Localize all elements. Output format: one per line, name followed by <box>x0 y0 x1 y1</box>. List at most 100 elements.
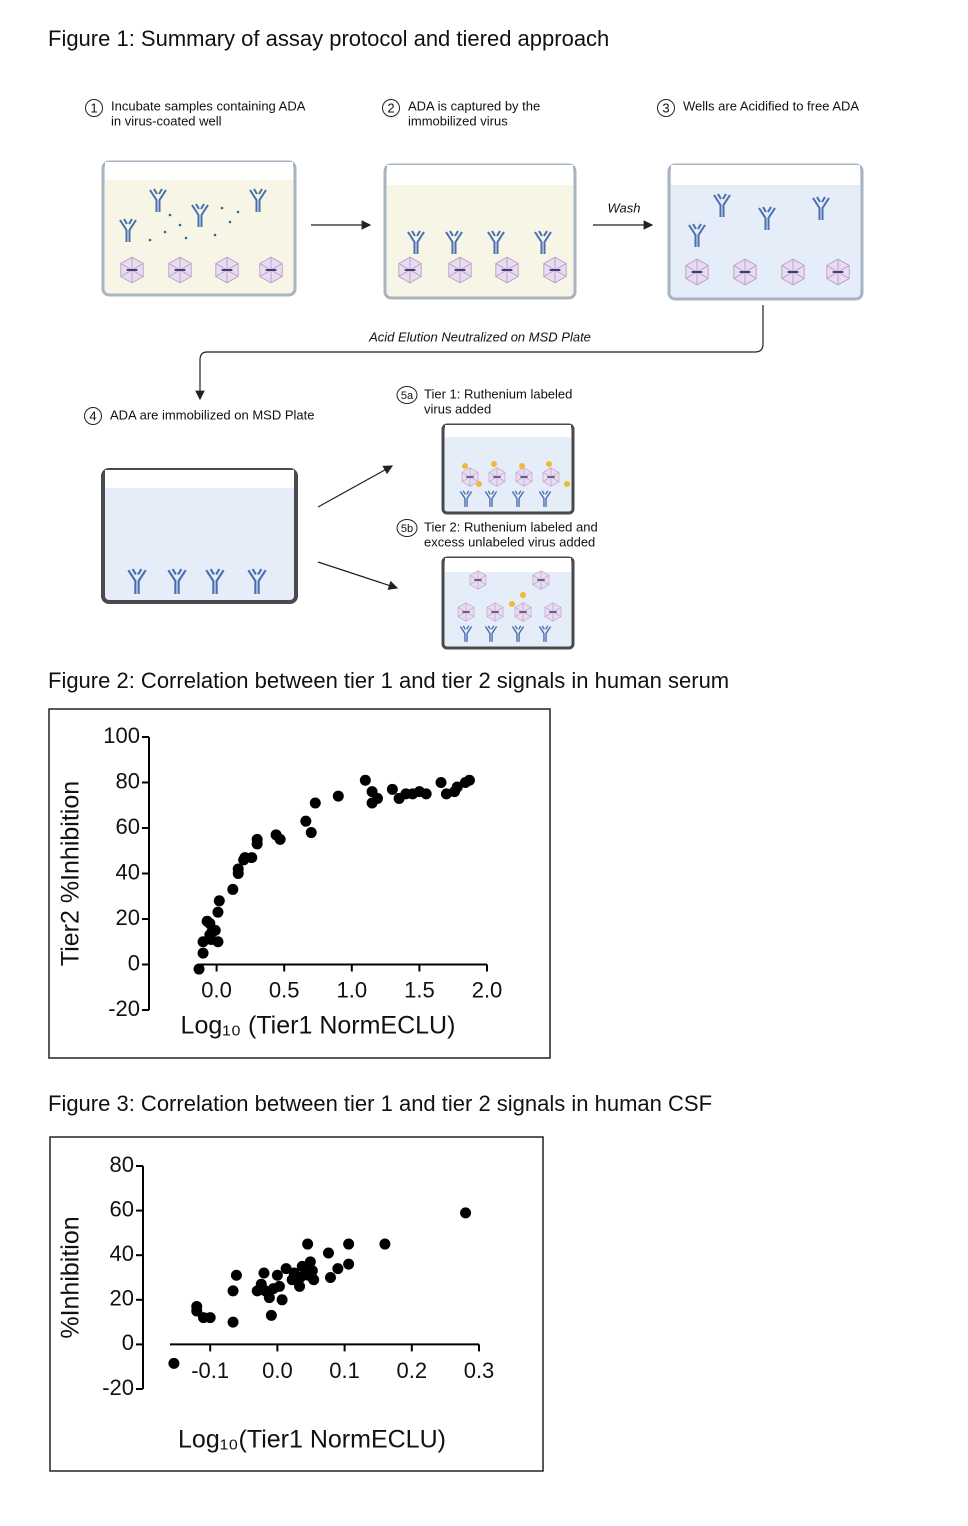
well-air <box>387 165 573 185</box>
diagram: 1 2 3 4 5a 5b Incubate samples containin… <box>84 98 864 650</box>
data-point <box>251 838 263 850</box>
data-point <box>271 1269 283 1281</box>
data-point <box>332 790 344 802</box>
x-tick-label: -0.1 <box>191 1358 229 1383</box>
data-point <box>451 781 463 793</box>
step-text: in virus-coated well <box>111 113 222 128</box>
y-tick-label: 100 <box>103 723 140 748</box>
elution-label: Acid Elution Neutralized on MSD Plate <box>368 329 591 344</box>
chart-title: Figure 2: Correlation between tier 1 and… <box>48 668 729 693</box>
x-tick-label: 1.5 <box>404 977 435 1002</box>
well-air <box>445 425 571 437</box>
data-point <box>302 1238 314 1250</box>
data-point <box>371 792 383 804</box>
y-tick-label: 0 <box>128 950 140 975</box>
data-point <box>230 1269 242 1281</box>
msd-well <box>101 468 298 604</box>
data-point <box>463 774 475 786</box>
arrow <box>317 465 394 508</box>
data-point <box>280 1263 292 1275</box>
data-point <box>294 1280 306 1292</box>
step-text: virus added <box>424 401 491 416</box>
data-point <box>197 947 209 959</box>
arrow <box>317 561 399 590</box>
y-tick-label: 80 <box>116 768 140 793</box>
chart-frame <box>48 708 551 1059</box>
data-point <box>308 1274 320 1286</box>
chart-title: Figure 3: Correlation between tier 1 and… <box>48 1091 712 1116</box>
data-point <box>332 1263 344 1275</box>
data-point <box>191 1305 203 1317</box>
data-point <box>273 1280 285 1292</box>
y-axis-label: %Inhibition <box>57 1216 85 1338</box>
step-number: 3 <box>662 100 669 115</box>
data-point <box>212 906 224 918</box>
data-point <box>386 783 398 795</box>
step-text: ADA are immobilized on MSD Plate <box>110 407 314 422</box>
data-point <box>304 1256 316 1268</box>
step-text: ADA is captured by the <box>408 98 540 113</box>
data-point <box>343 1258 355 1270</box>
data-point <box>168 1357 180 1369</box>
data-point <box>227 1285 239 1297</box>
step-number: 5b <box>401 523 413 535</box>
x-tick-label: 1.0 <box>337 977 368 1002</box>
x-tick-label: 0.1 <box>329 1358 360 1383</box>
x-tick-label: 0.0 <box>262 1358 293 1383</box>
y-tick-label: -20 <box>108 996 140 1021</box>
step-number: 1 <box>90 100 97 115</box>
data-point <box>212 936 224 948</box>
data-point <box>263 1292 275 1304</box>
y-axis-label: Tier2 %Inhibition <box>57 781 85 966</box>
data-point <box>300 815 312 827</box>
well-air <box>105 162 293 180</box>
x-tick-label: 0.0 <box>201 977 232 1002</box>
data-point <box>258 1267 270 1279</box>
data-point <box>204 1312 216 1324</box>
step-number: 2 <box>387 100 394 115</box>
well-air <box>105 470 294 488</box>
data-point <box>324 1272 336 1283</box>
y-tick-label: 60 <box>110 1196 134 1221</box>
data-point <box>305 827 317 839</box>
data-point <box>306 1265 318 1277</box>
step-text: Tier 2: Ruthenium labeled and <box>424 519 598 534</box>
step-number: 4 <box>89 408 96 423</box>
x-tick-label: 0.5 <box>269 977 300 1002</box>
data-point <box>232 863 244 875</box>
y-tick-label: 0 <box>122 1330 134 1355</box>
data-point <box>460 1207 472 1219</box>
data-point <box>379 1238 391 1250</box>
x-tick-label: 0.3 <box>464 1358 495 1383</box>
data-point <box>274 833 286 845</box>
y-tick-label: 20 <box>110 1286 134 1311</box>
y-tick-label: 40 <box>110 1241 134 1266</box>
x-axis-label: Log₁₀ (Tier1 NormECLU) <box>181 1012 456 1040</box>
data-point <box>322 1247 334 1259</box>
step-text: Tier 1: Ruthenium labeled <box>424 386 572 401</box>
data-point <box>343 1238 355 1250</box>
data-point <box>213 895 225 907</box>
step-text: immobilized virus <box>408 113 508 128</box>
data-point <box>435 777 447 788</box>
y-tick-label: 60 <box>116 814 140 839</box>
well-air <box>445 558 571 572</box>
data-point <box>227 883 239 895</box>
data-point <box>265 1309 277 1321</box>
y-tick-label: 20 <box>116 905 140 930</box>
chart-frame <box>49 1136 544 1472</box>
y-tick-label: -20 <box>102 1375 134 1400</box>
data-point <box>227 1316 239 1328</box>
step-text: Wells are Acidified to free ADA <box>683 98 859 113</box>
y-tick-label: 40 <box>116 859 140 884</box>
data-point <box>193 963 205 975</box>
step-text: Incubate samples containing ADA <box>111 98 306 113</box>
icons <box>119 188 851 642</box>
step-text: excess unlabeled virus added <box>424 534 595 549</box>
figure-title: Figure 1: Summary of assay protocol and … <box>48 26 609 51</box>
data-point <box>359 774 371 786</box>
y-tick-label: 80 <box>110 1152 134 1177</box>
x-tick-label: 2.0 <box>472 977 503 1002</box>
